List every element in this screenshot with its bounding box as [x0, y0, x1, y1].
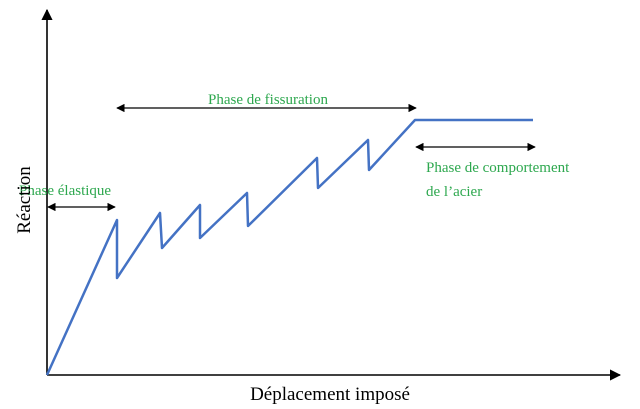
y-axis-label: Réaction — [14, 166, 35, 234]
response-curve — [45, 118, 533, 376]
elastic-label: Phase élastique — [19, 183, 111, 199]
x-axis-label: Déplacement imposé — [250, 384, 410, 405]
steel-label: Phase de comportement — [426, 160, 570, 176]
cracking-label: Phase de fissuration — [208, 92, 328, 108]
steel-label: de l’acier — [426, 184, 482, 200]
